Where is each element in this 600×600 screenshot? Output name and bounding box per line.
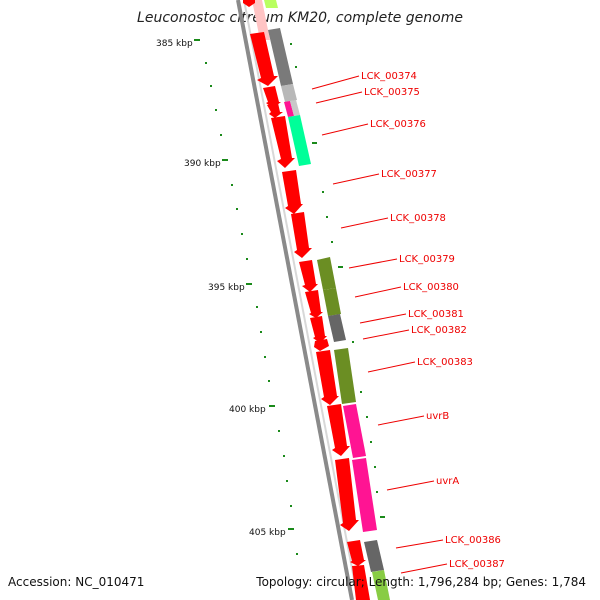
map-title: Leuconostoc citreum KM20, complete genom…: [137, 10, 463, 26]
gene-label-lck00374: LCK_00374: [361, 71, 417, 82]
cds-arrow: [291, 212, 312, 258]
gene-label-lck00386: LCK_00386: [445, 535, 501, 546]
accession-info: Accession: NC_010471: [8, 575, 144, 589]
gene-label-lck00376: LCK_00376: [370, 119, 426, 130]
right-dots: [290, 43, 385, 518]
accession-value: NC_010471: [75, 575, 145, 589]
feature-darkgray: [364, 540, 384, 572]
gene-label-lck00377: LCK_00377: [381, 169, 437, 180]
feature-green-bottom: [372, 570, 390, 600]
gene-label-lck00379: LCK_00379: [399, 254, 455, 265]
cds-arrow: [310, 316, 327, 343]
feature-olive: [334, 348, 356, 404]
cds-arrow: [347, 540, 366, 566]
cds-arrow: [299, 260, 318, 292]
gene-label-lck00375: LCK_00375: [364, 87, 420, 98]
cds-arrow: [282, 170, 303, 214]
topology-value: circular: [316, 575, 361, 589]
cds-arrow: [352, 565, 370, 600]
scale-ticks: [194, 39, 298, 555]
cds-arrow: [263, 86, 281, 108]
scale-label-400: 400 kbp: [229, 405, 266, 415]
cds-arrow: [335, 458, 359, 531]
cds-arrow: [305, 290, 323, 318]
gene-label-lck00382: LCK_00382: [411, 325, 467, 336]
gene-label-lck00383: LCK_00383: [417, 357, 473, 368]
cds-arrow: [271, 116, 295, 168]
gene-label-lck00378: LCK_00378: [390, 213, 446, 224]
topology-label: Topology:: [256, 575, 313, 589]
feature-darkgray: [328, 314, 346, 342]
feature-pink: [343, 404, 366, 458]
scale-label-385: 385 kbp: [156, 39, 193, 49]
feature-pink: [352, 458, 377, 532]
length-value: 1,796,284 bp: [417, 575, 498, 589]
gene-label-lck00380: LCK_00380: [403, 282, 459, 293]
cds-track: [250, 32, 370, 600]
cds-arrow-top: [243, 0, 255, 7]
feature-lightgray: [281, 84, 297, 102]
feature-lightgray-small: [290, 100, 300, 116]
genes-label: Genes:: [505, 575, 548, 589]
feature-magenta: [284, 101, 294, 117]
feature-mint: [288, 115, 311, 166]
accession-label: Accession:: [8, 575, 72, 589]
gene-label-lck00381: LCK_00381: [408, 309, 464, 320]
feature-olive: [323, 288, 341, 316]
backbone-outer: [236, 0, 354, 600]
cds-arrow: [316, 350, 339, 405]
backbone-inner: [243, 0, 359, 600]
cds-arrow: [327, 404, 350, 456]
feature-olive: [317, 257, 336, 290]
cds-arrow: [267, 103, 283, 118]
gene-label-lck00387: LCK_00387: [449, 559, 505, 570]
feature-top-lime: [264, 0, 278, 8]
gene-label-uvra: uvrA: [436, 476, 459, 487]
length-label: Length:: [368, 575, 415, 589]
genome-stats: Topology: circular; Length: 1,796,284 bp…: [256, 575, 586, 589]
scale-label-390: 390 kbp: [184, 159, 221, 169]
scale-label-405: 405 kbp: [249, 528, 286, 538]
gene-label-uvrb: uvrB: [426, 411, 449, 422]
cds-arrow: [250, 32, 278, 86]
feature-top-pink: [252, 0, 270, 40]
scale-label-395: 395 kbp: [208, 283, 245, 293]
genes-value: 1,784: [551, 575, 586, 589]
leader-lines: [311, 75, 448, 574]
feature-gray: [268, 28, 293, 86]
cds-arrow: [314, 339, 329, 351]
feature-track: [268, 28, 390, 600]
